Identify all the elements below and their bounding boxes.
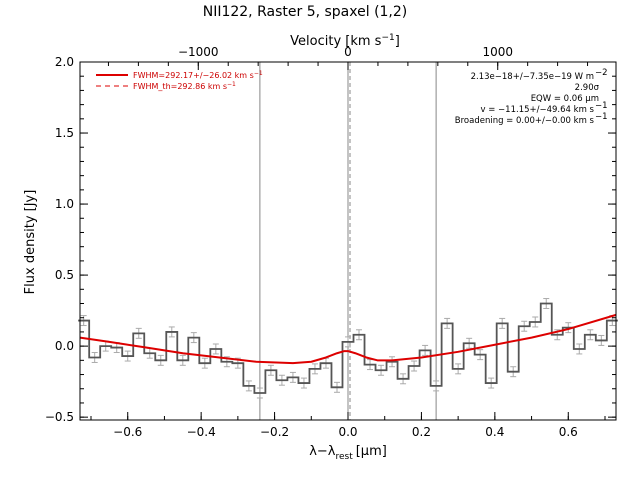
annotation-sup: −1 (595, 112, 608, 122)
x-tick-label: 0.2 (412, 425, 431, 439)
annotation-line: 2.13e−18+/−7.35e−19 W m (471, 72, 594, 82)
top-axis-label-text: Velocity [km s (290, 34, 382, 49)
y-tick-label: 1.5 (55, 126, 74, 140)
legend-label-sup: −1 (227, 81, 236, 88)
y-tick-label: 1.0 (55, 197, 74, 211)
x-tick-label: −0.6 (113, 425, 142, 439)
x-axis-label: λ−λrest [μm] (309, 444, 387, 462)
top-tick-label: −1000 (178, 45, 219, 59)
top-axis-label-close: ] (395, 34, 400, 49)
x-tick-label: −0.2 (260, 425, 289, 439)
legend-label-text: FWHM=292.17+/−26.02 km s (133, 71, 254, 80)
legend-label-sup: −1 (254, 70, 263, 77)
y-tick-label: 0.5 (55, 268, 74, 282)
annotation-line: EQW = 0.06 μm (531, 94, 599, 104)
marker-lines (259, 62, 437, 420)
y-axis-label: Flux density [Jy] (23, 190, 38, 295)
x-tick-label: −0.4 (187, 425, 216, 439)
spectrum-series (78, 302, 618, 394)
fit-series (79, 313, 617, 365)
annotation-sup: −1 (595, 101, 608, 111)
fit-line (79, 313, 617, 365)
legend-label-text: FWHM_th=292.86 km s (133, 82, 227, 91)
y-tick-label: 2.0 (55, 55, 74, 69)
top-tick-label: 1000 (482, 45, 513, 59)
top-tick-label: 0 (344, 45, 352, 59)
y-tick-label: 0.0 (55, 339, 74, 353)
annotation-line: Broadening = 0.00+/−0.00 km s (455, 116, 595, 126)
legend: FWHM=292.17+/−26.02 km s−1FWHM_th=292.86… (96, 70, 263, 91)
chart-title: NII122, Raster 5, spaxel (1,2) (203, 4, 408, 20)
top-axis-label: Velocity [km s−1] (290, 33, 400, 49)
x-axis-label-text: λ−λ (309, 444, 336, 459)
x-axis-label-sub: rest (335, 452, 353, 462)
top-axis-label-sup: −1 (381, 33, 394, 43)
x-tick-label: 0.6 (559, 425, 578, 439)
legend-label: FWHM_th=292.86 km s−1 (133, 81, 236, 91)
annotation-sup: −2 (595, 68, 608, 78)
annotation-line: 2.90σ (575, 83, 600, 93)
y-tick-label: −0.5 (45, 410, 74, 424)
spectrum-line (78, 302, 618, 394)
legend-label: FWHM=292.17+/−26.02 km s−1 (133, 70, 263, 80)
x-tick-label: 0.4 (485, 425, 504, 439)
x-tick-label: 0.0 (338, 425, 357, 439)
x-axis-label-unit: [μm] (356, 444, 387, 459)
axes: −0.6 −0.4 −0.2 0.0 0.2 0.4 0.6 −0.5 0.0 0.5 1.0 1.5… (45, 45, 617, 439)
annotation-line: v = −11.15+/−49.64 km s (481, 105, 595, 115)
